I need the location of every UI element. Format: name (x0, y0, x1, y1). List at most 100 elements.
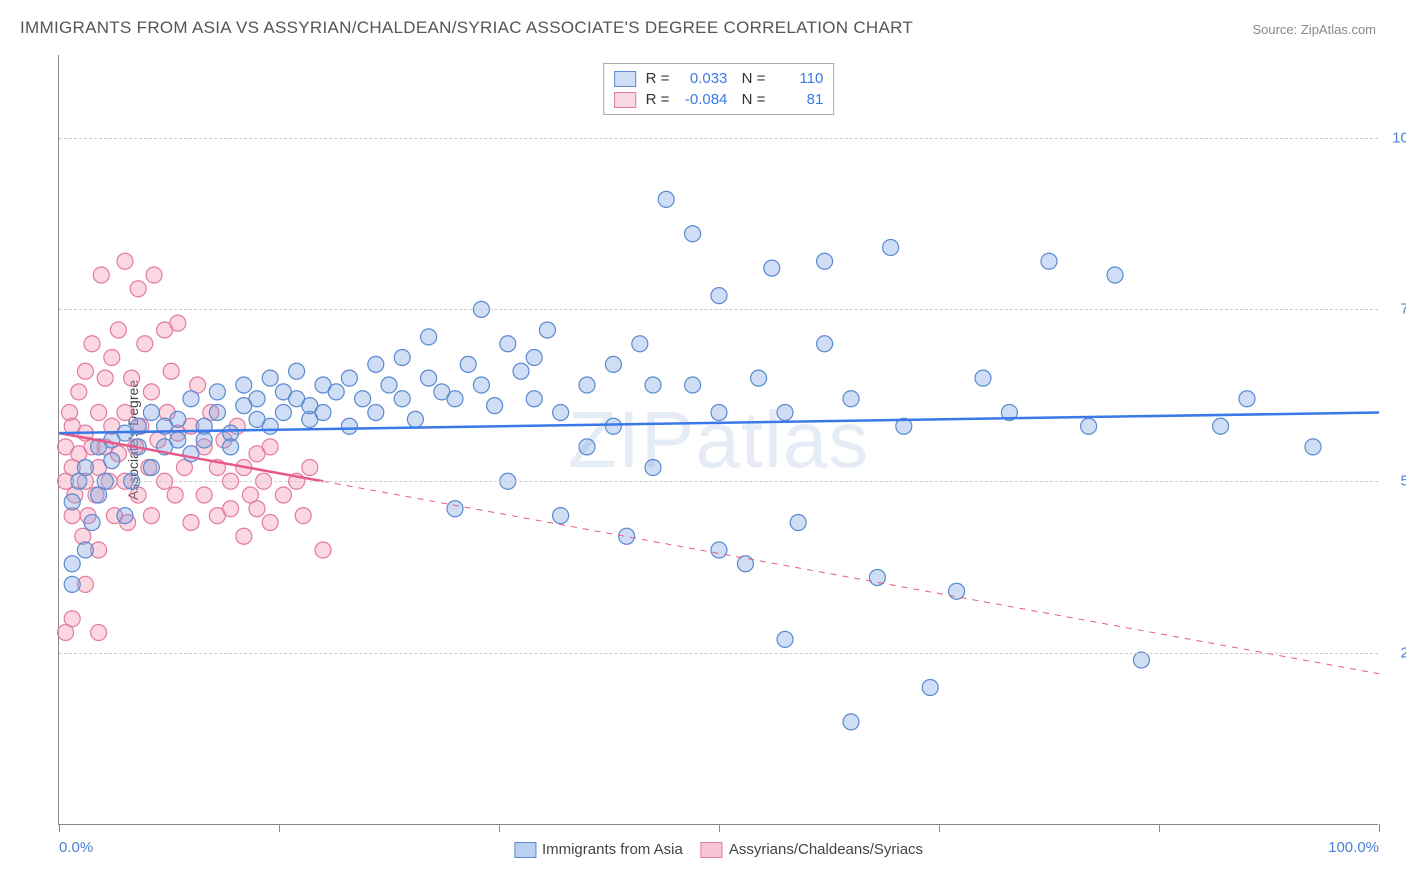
scatter-point (1133, 652, 1149, 668)
scatter-point (539, 322, 555, 338)
stat-r-label: R = (646, 70, 670, 87)
scatter-point (777, 405, 793, 421)
scatter-point (91, 405, 107, 421)
scatter-point (526, 391, 542, 407)
scatter-point (143, 405, 159, 421)
swatch-series-1 (614, 92, 636, 108)
scatter-point (302, 460, 318, 476)
scatter-point (64, 576, 80, 592)
scatter-point (975, 370, 991, 386)
scatter-point (249, 391, 265, 407)
scatter-point (163, 363, 179, 379)
scatter-point (421, 329, 437, 345)
swatch-bottom-1 (701, 842, 723, 858)
x-tick (499, 824, 500, 832)
legend-item-0: Immigrants from Asia (514, 841, 683, 858)
x-tick (1379, 824, 1380, 832)
scatter-point (236, 377, 252, 393)
y-tick-label: 100.0% (1383, 129, 1406, 146)
scatter-point (137, 336, 153, 352)
scatter-point (117, 405, 133, 421)
gridline (59, 309, 1378, 310)
scatter-point (196, 487, 212, 503)
scatter-point (817, 253, 833, 269)
scatter-point (843, 714, 859, 730)
x-tick (1159, 824, 1160, 832)
scatter-point (130, 281, 146, 297)
scatter-point (209, 384, 225, 400)
scatter-point (104, 350, 120, 366)
scatter-point (381, 377, 397, 393)
scatter-point (790, 515, 806, 531)
stat-n-value-1: 81 (775, 91, 823, 108)
plot-area: Associate's Degree ZIPatlas R = 0.033 N … (58, 55, 1378, 825)
gridline (59, 653, 1378, 654)
scatter-point (473, 377, 489, 393)
scatter-point (1107, 267, 1123, 283)
x-tick-label: 0.0% (59, 839, 93, 856)
x-tick (939, 824, 940, 832)
scatter-point (368, 405, 384, 421)
scatter-point (262, 515, 278, 531)
trend-line-dashed (323, 481, 1379, 674)
scatter-point (817, 336, 833, 352)
scatter-point (71, 384, 87, 400)
scatter-point (275, 487, 291, 503)
scatter-point (368, 356, 384, 372)
scatter-point (1305, 439, 1321, 455)
scatter-point (447, 501, 463, 517)
scatter-point (341, 370, 357, 386)
scatter-point (223, 439, 239, 455)
gridline (59, 138, 1378, 139)
scatter-point (64, 556, 80, 572)
swatch-bottom-0 (514, 842, 536, 858)
scatter-point (711, 542, 727, 558)
x-tick (719, 824, 720, 832)
legend-stats-row-0: R = 0.033 N = 110 (614, 68, 824, 89)
source-label: Source: ZipAtlas.com (1252, 22, 1376, 37)
scatter-point (394, 391, 410, 407)
scatter-point (236, 528, 252, 544)
scatter-point (196, 432, 212, 448)
scatter-point (513, 363, 529, 379)
scatter-point (183, 391, 199, 407)
x-tick (59, 824, 60, 832)
scatter-point (295, 508, 311, 524)
stat-r-label: R = (646, 91, 670, 108)
chart-svg (59, 55, 1378, 824)
gridline (59, 481, 1378, 482)
scatter-point (146, 267, 162, 283)
scatter-point (93, 267, 109, 283)
scatter-point (632, 336, 648, 352)
scatter-point (97, 370, 113, 386)
scatter-point (77, 460, 93, 476)
scatter-point (605, 418, 621, 434)
scatter-point (275, 405, 291, 421)
scatter-point (77, 363, 93, 379)
scatter-point (460, 356, 476, 372)
scatter-point (1081, 418, 1097, 434)
x-tick (279, 824, 280, 832)
scatter-point (167, 487, 183, 503)
scatter-point (170, 432, 186, 448)
stat-r-value-1: -0.084 (679, 91, 727, 108)
swatch-series-0 (614, 71, 636, 87)
scatter-point (91, 625, 107, 641)
scatter-point (170, 315, 186, 331)
legend-label-0: Immigrants from Asia (542, 841, 683, 858)
scatter-point (84, 515, 100, 531)
scatter-point (922, 680, 938, 696)
scatter-point (1041, 253, 1057, 269)
x-tick-label: 100.0% (1328, 839, 1379, 856)
scatter-point (262, 370, 278, 386)
scatter-point (711, 288, 727, 304)
scatter-point (170, 411, 186, 427)
scatter-point (1239, 391, 1255, 407)
scatter-point (143, 508, 159, 524)
stat-r-value-0: 0.033 (679, 70, 727, 87)
scatter-point (110, 322, 126, 338)
legend-item-1: Assyrians/Chaldeans/Syriacs (701, 841, 923, 858)
scatter-point (64, 494, 80, 510)
scatter-point (500, 336, 516, 352)
scatter-point (262, 418, 278, 434)
